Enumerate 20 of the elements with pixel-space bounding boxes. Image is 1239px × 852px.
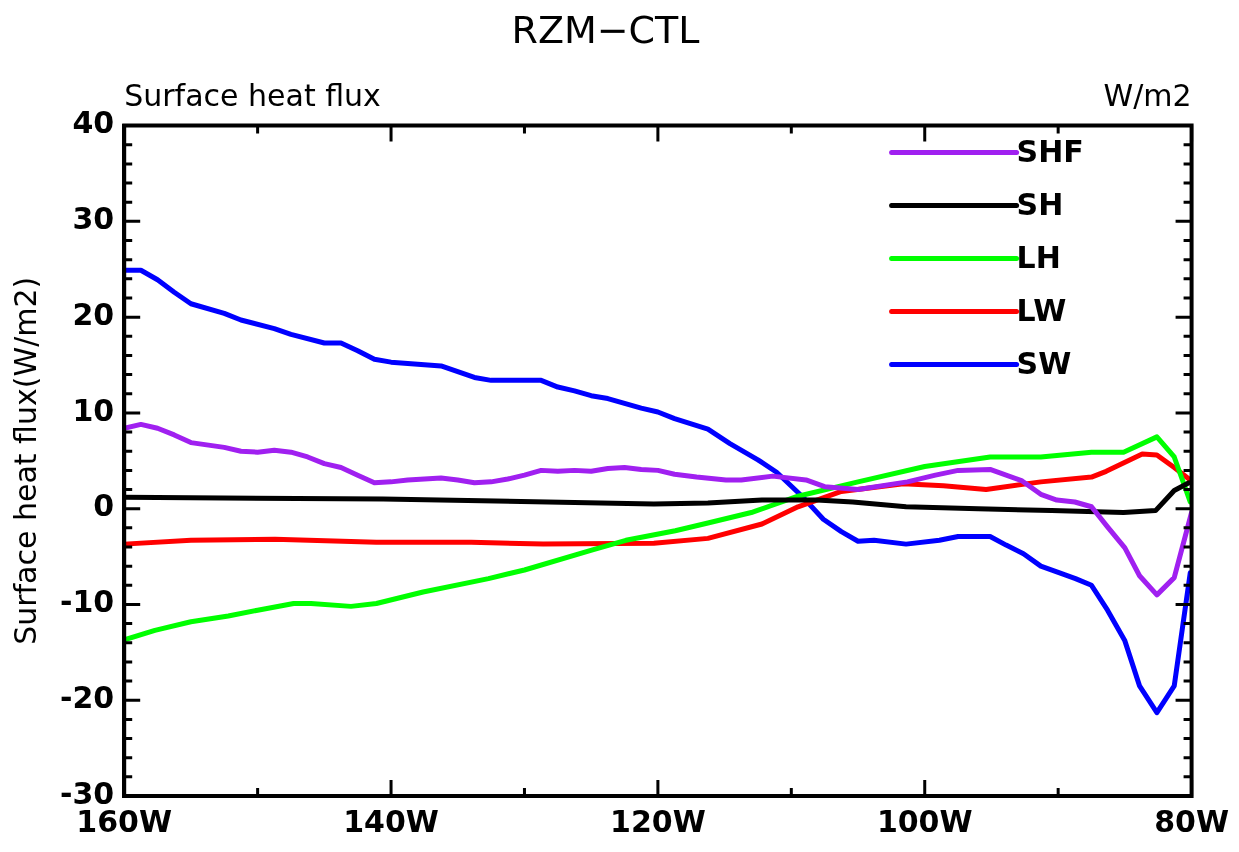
legend-label: SW [1016, 346, 1072, 382]
legend-label: LW [1016, 293, 1067, 329]
text: W/m2 [1103, 78, 1192, 114]
y-tick-label: 10 [72, 392, 115, 428]
y-tick-label: 0 [93, 488, 115, 524]
legend-label: SH [1016, 187, 1064, 223]
legend-label: LH [1016, 240, 1061, 276]
x-tick-label: 100W [876, 803, 973, 839]
x-tick-label: 140W [343, 803, 439, 839]
y-tick-label: 30 [72, 201, 115, 237]
x-tick-label: 120W [610, 803, 706, 839]
y-axis-title: Surface heat flux(W/m2) [7, 276, 43, 645]
y-tick-label: -10 [60, 584, 115, 620]
y-tick-label: 20 [72, 296, 115, 332]
y-tick-label: 40 [72, 105, 115, 141]
legend-label: SHF [1016, 134, 1084, 170]
y-tick-label: -20 [60, 680, 115, 716]
chart-subtitle: Surface heat flux [124, 78, 381, 114]
x-tick-label: 80W [1154, 803, 1229, 839]
chart-title: RZM−CTL [511, 7, 700, 52]
